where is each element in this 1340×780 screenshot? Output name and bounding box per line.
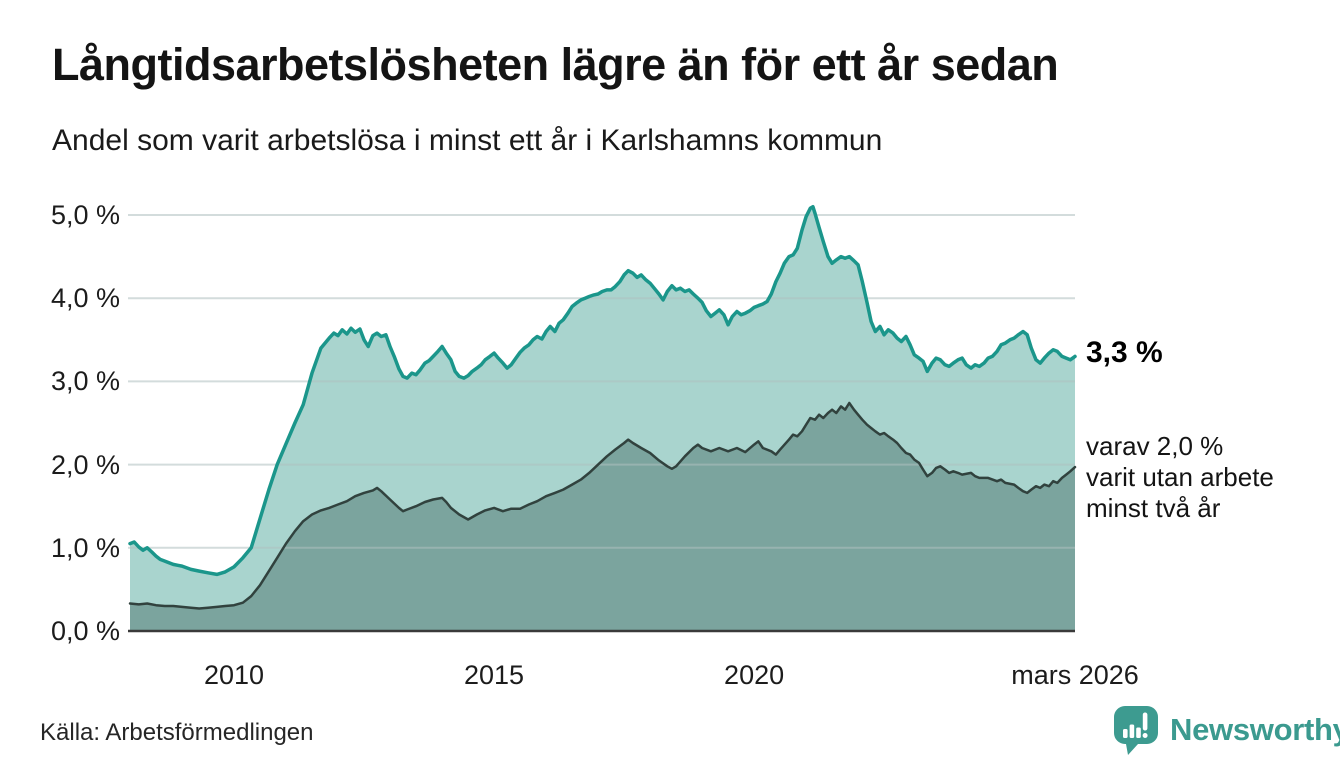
page-title: Långtidsarbetslösheten lägre än för ett … xyxy=(52,39,1059,90)
newsworthy-bars-bubble-icon xyxy=(1114,706,1158,755)
bars-glyph xyxy=(1123,712,1148,738)
subseries-annotation-line: varit utan arbete xyxy=(1086,462,1274,492)
x-tick-label: mars 2026 xyxy=(1011,660,1139,690)
area-fill-two-years xyxy=(130,403,1075,631)
line-two-years xyxy=(128,401,1077,610)
y-tick-label: 3,0 % xyxy=(50,366,120,397)
subseries-annotation-line: minst två år xyxy=(1086,493,1221,523)
subseries-annotation-line: varav 2,0 % xyxy=(1086,431,1224,461)
latest-value-label: 3,3 % xyxy=(1086,336,1163,369)
y-tick-label: 2,0 % xyxy=(50,449,120,480)
subseries-annotation: varav 2,0 % varit utan arbete minst två … xyxy=(1086,431,1274,524)
x-tick-label: 2010 xyxy=(203,660,265,690)
chart-subtitle: Andel som varit arbetslösa i minst ett å… xyxy=(52,124,883,157)
x-tick-label: 2015 xyxy=(464,660,525,690)
source-note: Källa: Arbetsförmedlingen xyxy=(40,719,314,746)
y-tick-label: 4,0 % xyxy=(50,283,120,314)
line-one-year xyxy=(128,204,1077,577)
newsworthy-wordmark: Newsworthy xyxy=(1170,712,1340,747)
y-tick-label: 1,0 % xyxy=(50,532,120,563)
y-tick-label: 5,0 % xyxy=(50,200,120,230)
bubble-shape xyxy=(1114,706,1158,755)
newsworthy-logo: Newsworthy xyxy=(1112,704,1340,756)
x-tick-label: 2020 xyxy=(724,660,785,690)
y-tick-label: 0,0 % xyxy=(50,616,120,646)
